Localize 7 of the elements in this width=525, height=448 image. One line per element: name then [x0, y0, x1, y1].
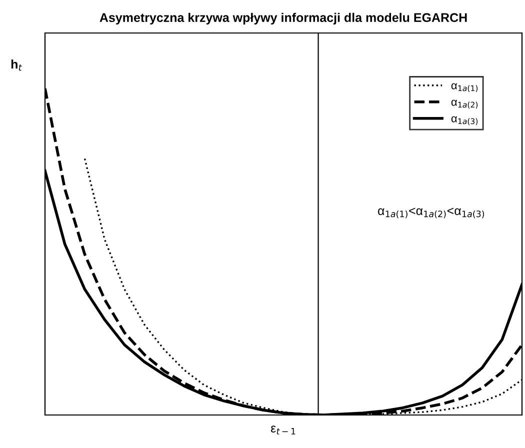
annotation: α$_{1a(1)}$<α$_{1a(2)}$<α$_{1a(3)}$: [378, 208, 484, 218]
chart-title: Asymetryczna krzywa wpływy informacji dla modelu EGARCH: [100, 12, 467, 24]
legend-label: α$_{1a(1)}$: [451, 83, 478, 92]
legend-label: α$_{1a(3)}$: [451, 116, 478, 126]
x-axis-title: ε$_{t−1}$: [270, 426, 296, 434]
y-axis-title: h$_{t}$: [11, 59, 22, 71]
legend-label: α$_{1a(2)}$: [451, 100, 478, 109]
